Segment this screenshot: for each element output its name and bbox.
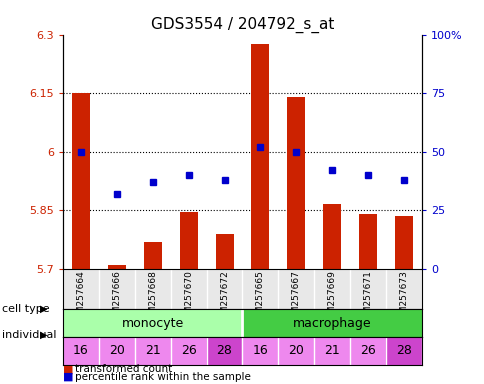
Text: ▶: ▶	[40, 304, 47, 314]
Text: 20: 20	[288, 344, 303, 358]
Text: GSM257671: GSM257671	[363, 270, 372, 325]
Text: monocyte: monocyte	[121, 316, 183, 329]
Bar	[179, 212, 197, 269]
Bar	[135, 337, 170, 365]
Text: GSM257672: GSM257672	[220, 270, 228, 325]
Text: percentile rank within the sample: percentile rank within the sample	[75, 372, 251, 382]
Text: GSM257669: GSM257669	[327, 270, 336, 325]
Bar	[385, 337, 421, 365]
Bar	[287, 97, 305, 269]
Text: cell type: cell type	[2, 304, 50, 314]
Text: 21: 21	[145, 344, 160, 358]
Bar	[242, 337, 278, 365]
Text: 28: 28	[395, 344, 411, 358]
Bar	[63, 309, 242, 337]
Text: macrophage: macrophage	[292, 316, 371, 329]
Text: GDS3554 / 204792_s_at: GDS3554 / 204792_s_at	[151, 17, 333, 33]
Text: GSM257668: GSM257668	[148, 270, 157, 325]
Bar	[314, 337, 349, 365]
Bar	[251, 44, 269, 269]
Bar	[278, 337, 314, 365]
Text: 20: 20	[109, 344, 124, 358]
Text: 26: 26	[360, 344, 375, 358]
Text: GSM257673: GSM257673	[399, 270, 408, 325]
Bar	[72, 93, 90, 269]
Text: GSM257665: GSM257665	[256, 270, 264, 325]
Bar	[358, 214, 376, 269]
Text: GSM257667: GSM257667	[291, 270, 300, 325]
Text: transformed count: transformed count	[75, 364, 172, 374]
Text: 21: 21	[324, 344, 339, 358]
Text: GSM257670: GSM257670	[184, 270, 193, 325]
Text: ▶: ▶	[40, 330, 47, 340]
Text: individual: individual	[2, 330, 57, 340]
Bar	[170, 337, 206, 365]
Text: GSM257666: GSM257666	[112, 270, 121, 325]
Bar	[394, 216, 412, 269]
Text: ■: ■	[63, 372, 74, 382]
Bar	[99, 337, 135, 365]
Bar	[63, 337, 99, 365]
Text: ■: ■	[63, 364, 74, 374]
Text: 16: 16	[252, 344, 268, 358]
Bar	[349, 337, 385, 365]
Text: 26: 26	[181, 344, 196, 358]
Text: 16: 16	[73, 344, 89, 358]
Text: 28: 28	[216, 344, 232, 358]
Bar	[215, 234, 233, 269]
Bar	[107, 265, 125, 269]
Bar	[322, 204, 340, 269]
Bar	[242, 309, 421, 337]
Bar	[143, 242, 161, 269]
Text: GSM257664: GSM257664	[76, 270, 85, 325]
Bar	[206, 337, 242, 365]
